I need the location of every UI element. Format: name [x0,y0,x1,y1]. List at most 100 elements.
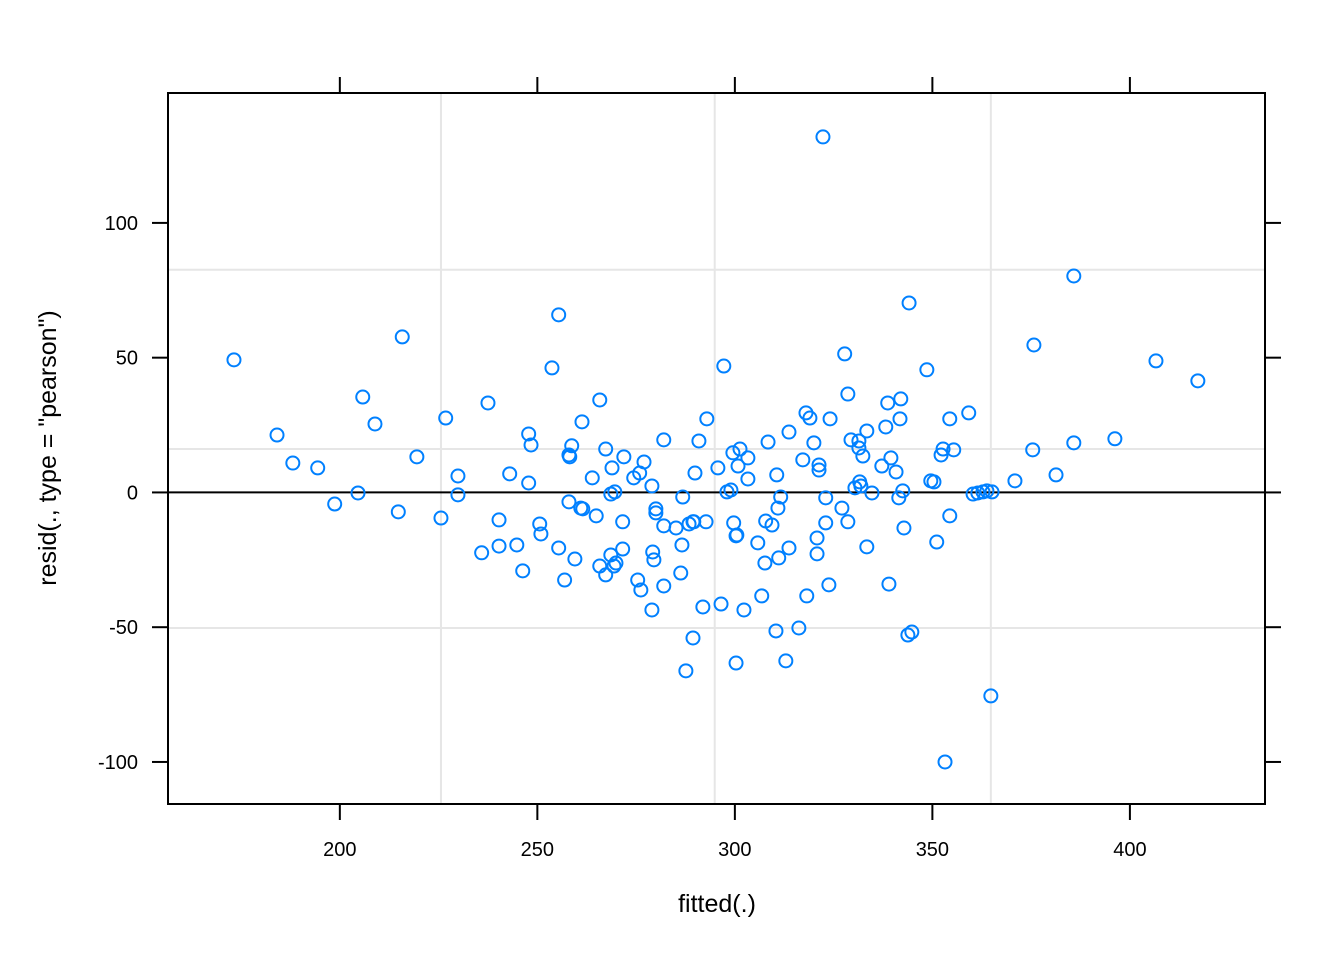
point [574,414,590,430]
point [502,466,518,482]
point [450,487,466,503]
point [551,307,567,323]
point [809,546,825,562]
point [900,627,916,643]
point [656,432,672,448]
point [929,534,945,550]
point [584,470,600,486]
point [551,540,567,556]
point [598,567,614,583]
point [678,663,694,679]
point [892,411,908,427]
point [874,458,890,474]
point [630,572,646,588]
point [1148,353,1164,369]
point [491,538,507,554]
point [633,582,649,598]
point [983,688,999,704]
point [433,510,449,526]
point [523,437,539,453]
point [564,438,580,454]
point [736,602,752,618]
point [946,442,962,458]
point [616,449,632,465]
point [604,460,620,476]
point [778,653,794,669]
point [740,471,756,487]
point [881,576,897,592]
point [350,485,366,501]
point [521,475,537,491]
point [687,465,703,481]
point [521,426,537,442]
point [864,485,880,501]
point [636,454,652,470]
point [769,467,785,483]
point [822,411,838,427]
point [685,630,701,646]
point [474,545,490,561]
point [673,565,689,581]
point [730,458,746,474]
point [771,550,787,566]
point [754,588,770,604]
x-tick-label: 300 [718,839,751,861]
point [811,457,827,473]
point [533,526,549,542]
point [567,551,583,567]
point [818,515,834,531]
point [1026,337,1042,353]
point [686,514,702,530]
point [394,329,410,345]
point [834,500,850,516]
point [880,395,896,411]
point [855,448,871,464]
point [1007,473,1023,489]
point [615,541,631,557]
x-tick-label: 400 [1113,839,1146,861]
point [480,395,496,411]
point [491,512,507,528]
point [438,410,454,426]
point [726,515,742,531]
point [818,490,834,506]
point [716,358,732,374]
point [878,419,894,435]
point [674,537,690,553]
point [901,295,917,311]
point [515,563,531,579]
y-tick-label: -100 [98,752,138,774]
plot-frame [167,92,1266,805]
point [840,386,856,402]
point [645,544,661,560]
point [840,514,856,530]
point [1066,268,1082,284]
point [773,489,789,505]
point [740,450,756,466]
point [815,129,831,145]
point [725,445,741,461]
point [606,558,622,574]
point [781,424,797,440]
point [837,346,853,362]
point [1025,442,1041,458]
point [750,535,766,551]
point [646,552,662,568]
point [806,435,822,451]
point [937,754,953,770]
point [851,433,867,449]
point [919,362,935,378]
point [984,484,1000,500]
point [656,578,672,594]
point [883,450,899,466]
point [509,537,525,553]
point [795,452,811,468]
point [859,539,875,555]
point [791,620,807,636]
point [821,577,837,593]
point [713,596,729,612]
point [811,462,827,478]
point [656,518,672,534]
